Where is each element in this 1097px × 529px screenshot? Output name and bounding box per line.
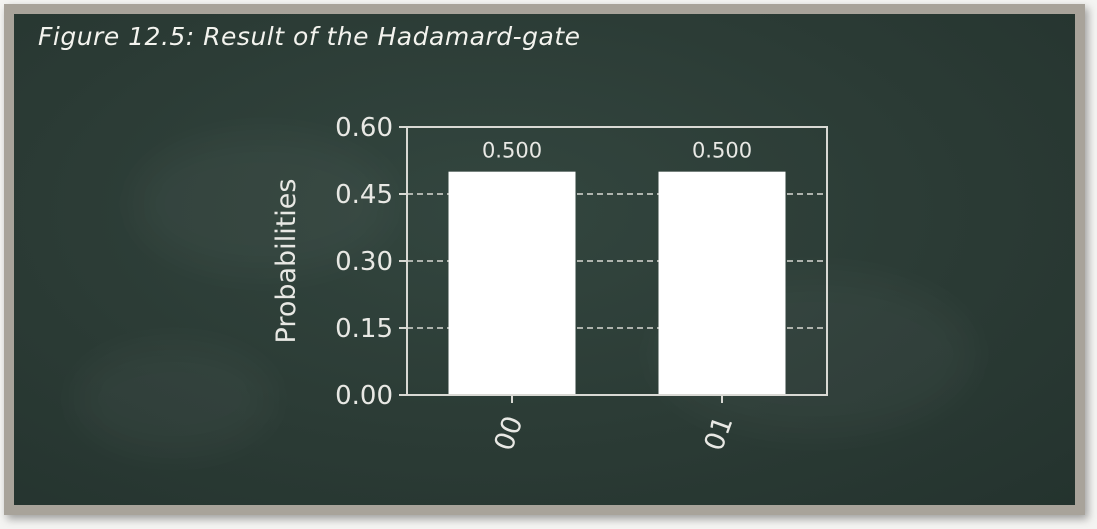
- y-tick-label: 0.00: [335, 381, 393, 411]
- figure-caption: Figure 12.5: Result of the Hadamard-gate: [38, 22, 581, 51]
- bar-value-labels: 0.500 0.500: [482, 139, 752, 163]
- x-axis-ticks: 00 01: [489, 395, 740, 455]
- x-tick-label: 00: [489, 412, 530, 455]
- bar-01: [658, 171, 786, 395]
- bar-value-label: 0.500: [482, 139, 542, 163]
- y-axis-title: Probabilities: [271, 179, 302, 344]
- y-tick-label: 0.15: [335, 314, 393, 344]
- y-tick-label: 0.60: [335, 113, 393, 143]
- x-tick-label: 01: [699, 412, 740, 455]
- bars: [448, 171, 786, 395]
- y-tick-label: 0.45: [335, 180, 393, 210]
- bar-value-label: 0.500: [692, 139, 752, 163]
- bar-00: [448, 171, 576, 395]
- y-tick-label: 0.30: [335, 247, 393, 277]
- y-axis-ticks: 0.00 0.15 0.30 0.45 0.60: [335, 113, 407, 411]
